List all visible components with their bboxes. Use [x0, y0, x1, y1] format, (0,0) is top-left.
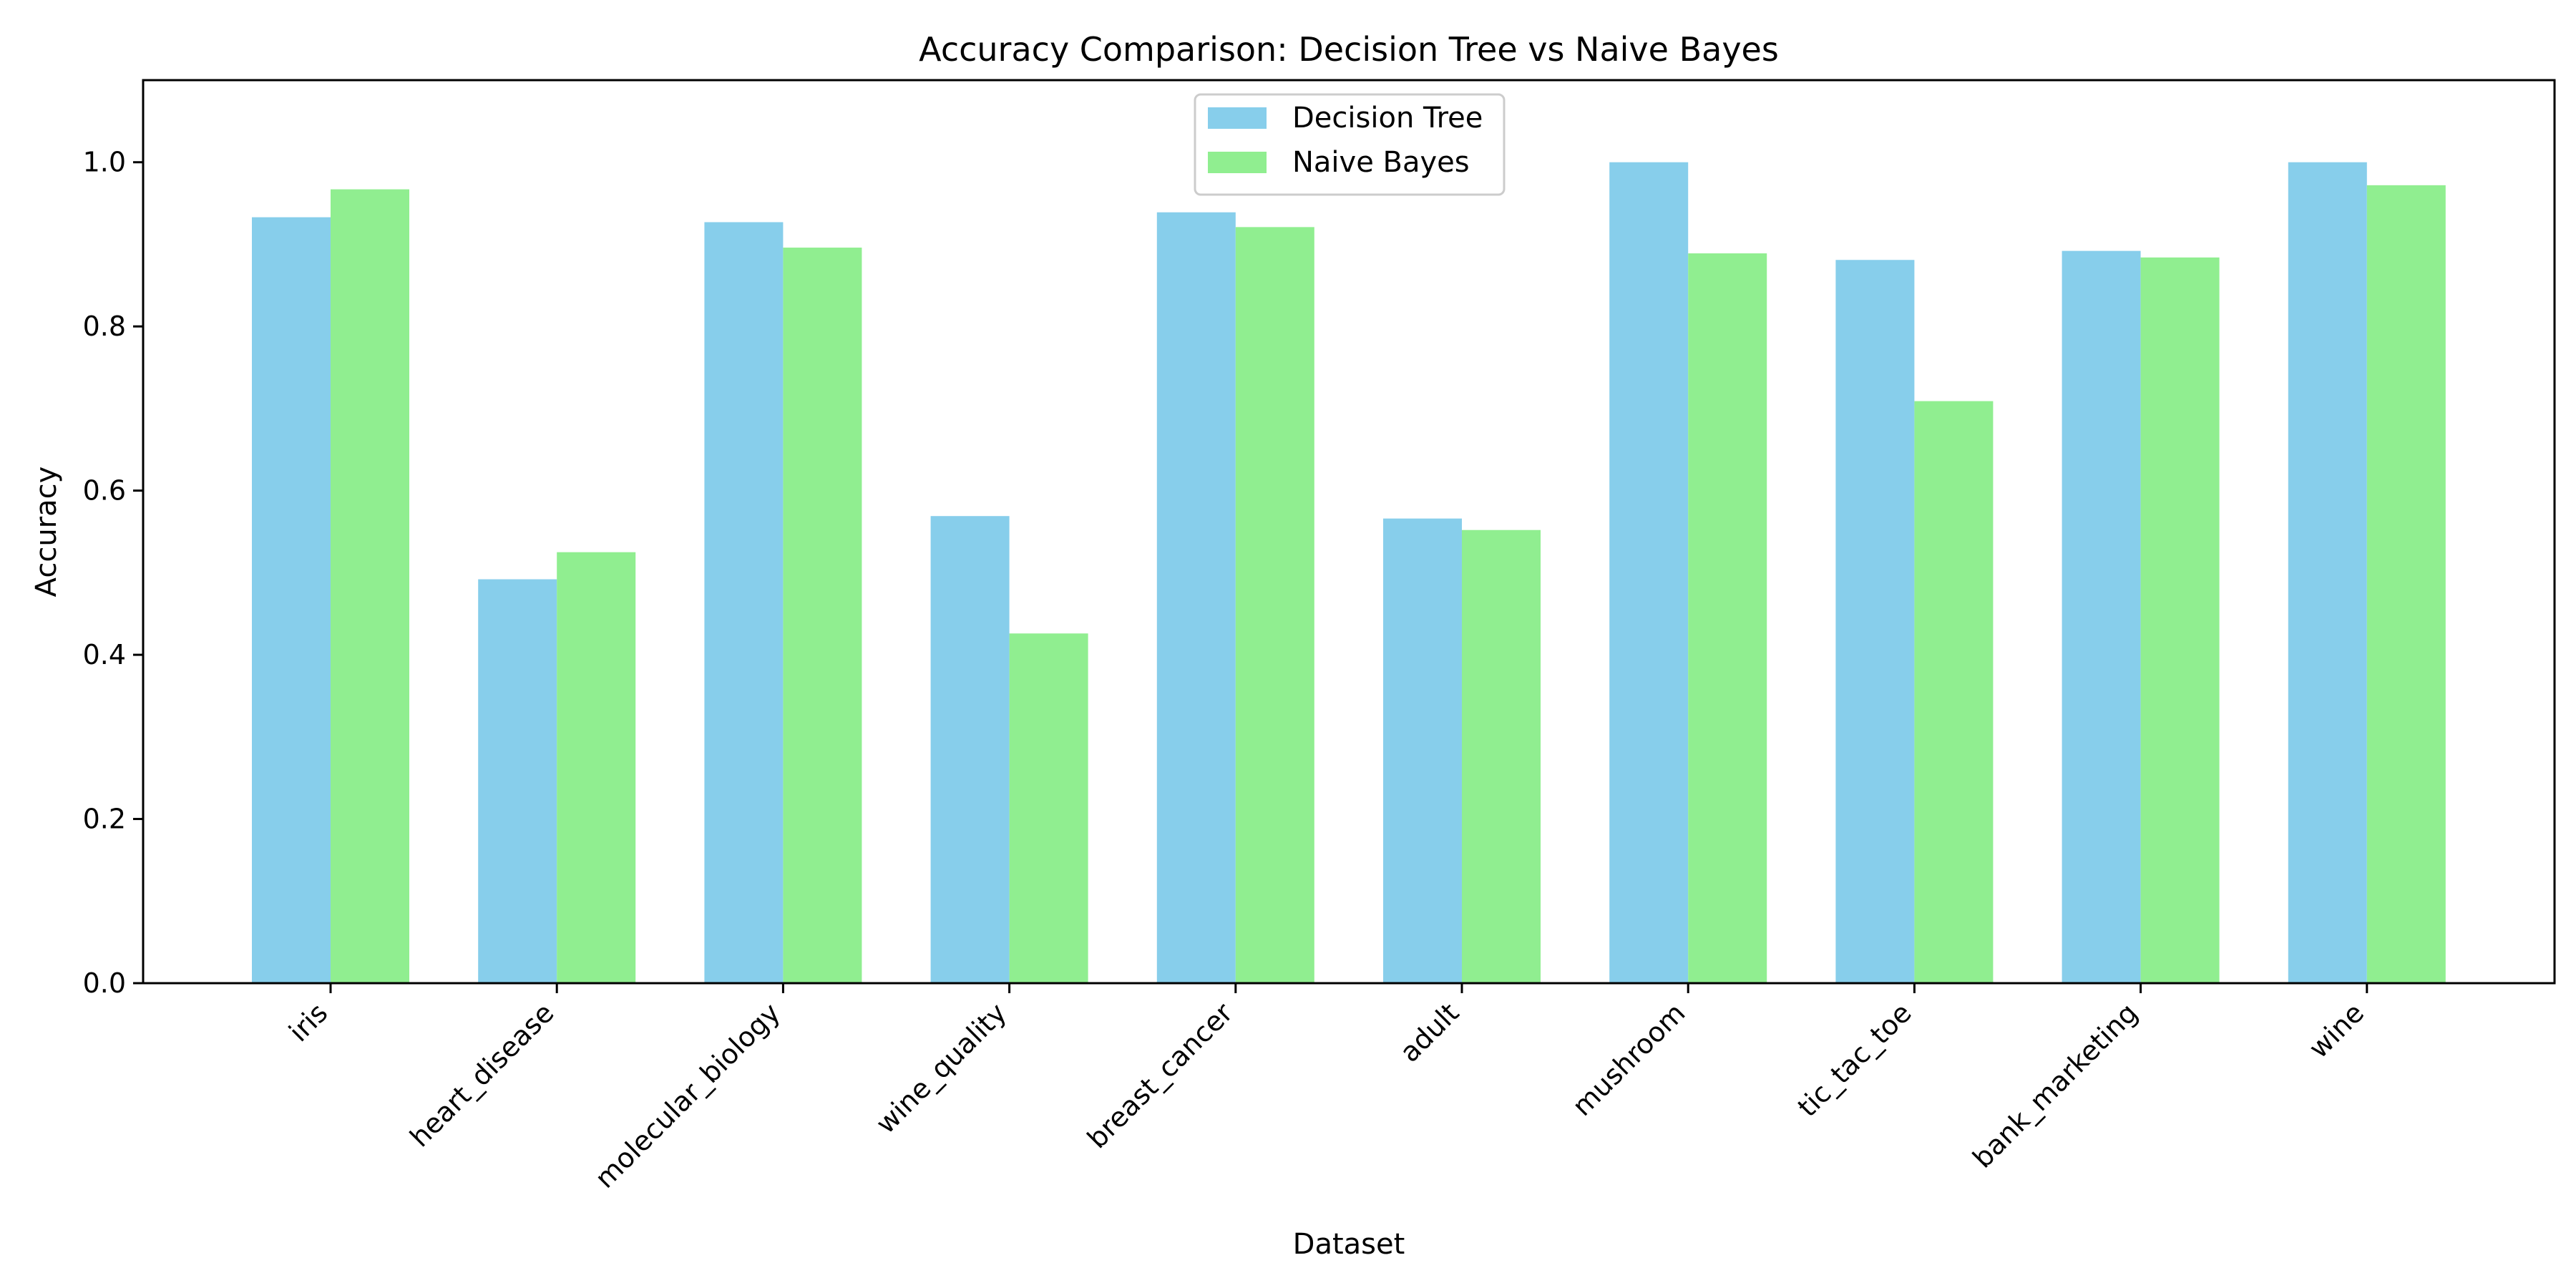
y-tick-label: 0.8: [83, 311, 126, 342]
bar-decision-tree-mushroom: [1609, 162, 1689, 983]
bar-naive-bayes-tic-tac-toe: [1914, 401, 1994, 983]
legend-label: Naive Bayes: [1292, 146, 1470, 179]
x-tick-label: iris: [283, 997, 333, 1048]
x-axis: iris heart_disease molecular_biology wine_q…: [283, 983, 2370, 1194]
y-axis-label: Accuracy: [30, 467, 63, 597]
bar-decision-tree-adult: [1383, 518, 1462, 983]
bar-naive-bayes-wine-quality: [1009, 633, 1088, 983]
legend-items: Decision Tree Naive Bayes: [1208, 102, 1483, 179]
plot-area-frame: [142, 79, 2556, 985]
x-axis-label: Dataset: [1293, 1228, 1405, 1261]
bar-decision-tree-tic-tac-toe: [1835, 260, 1915, 984]
bar-decision-tree-molecular-biology: [704, 222, 784, 984]
bar-decision-tree-wine: [2288, 162, 2367, 983]
legend-swatch: [1208, 152, 1267, 173]
x-tick-label: wine_quality: [869, 997, 1012, 1139]
legend-label: Decision Tree: [1292, 102, 1483, 135]
bar-naive-bayes-breast-cancer: [1235, 227, 1314, 983]
x-tick-label: tic_tac_toe: [1792, 997, 1918, 1123]
bar-decision-tree-iris: [252, 217, 331, 984]
bar-naive-bayes-mushroom: [1688, 253, 1767, 983]
y-tick-label: 0.2: [83, 804, 126, 835]
x-tick-label: bank_marketing: [1966, 997, 2144, 1174]
y-tick-label: 1.0: [83, 147, 126, 178]
x-tick-label: molecular_biology: [589, 997, 786, 1194]
x-tick-label: wine: [2303, 997, 2370, 1064]
bar-decision-tree-wine-quality: [930, 516, 1010, 983]
bar-naive-bayes-molecular-biology: [783, 248, 862, 983]
y-axis: 0.0 0.2 0.4 0.6 0.8 1.0: [83, 147, 143, 999]
legend-box: [1194, 93, 1506, 196]
x-tick-label: heart_disease: [404, 997, 560, 1153]
bar-naive-bayes-bank-marketing: [2140, 257, 2220, 983]
y-tick-label: 0.4: [83, 639, 126, 670]
y-tick-label: 0.6: [83, 475, 126, 507]
bar-decision-tree-bank-marketing: [2062, 250, 2141, 984]
bar-naive-bayes-iris: [331, 189, 409, 983]
bar-naive-bayes-adult: [1462, 530, 1541, 983]
chart-title: Accuracy Comparison: Decision Tree vs Na…: [919, 30, 1779, 69]
x-tick-label: breast_cancer: [1081, 997, 1239, 1154]
legend: Decision Tree Naive Bayes: [1194, 93, 1506, 196]
bar-naive-bayes-wine: [2366, 185, 2446, 983]
x-tick-label: adult: [1394, 997, 1465, 1068]
bars-layer: [252, 162, 2446, 984]
x-tick-label: mushroom: [1566, 997, 1692, 1122]
bar-naive-bayes-heart-disease: [557, 552, 636, 983]
y-tick-label: 0.0: [83, 967, 126, 999]
legend-swatch: [1208, 107, 1267, 129]
bar-decision-tree-breast-cancer: [1156, 212, 1236, 983]
bar-decision-tree-heart-disease: [478, 579, 557, 983]
